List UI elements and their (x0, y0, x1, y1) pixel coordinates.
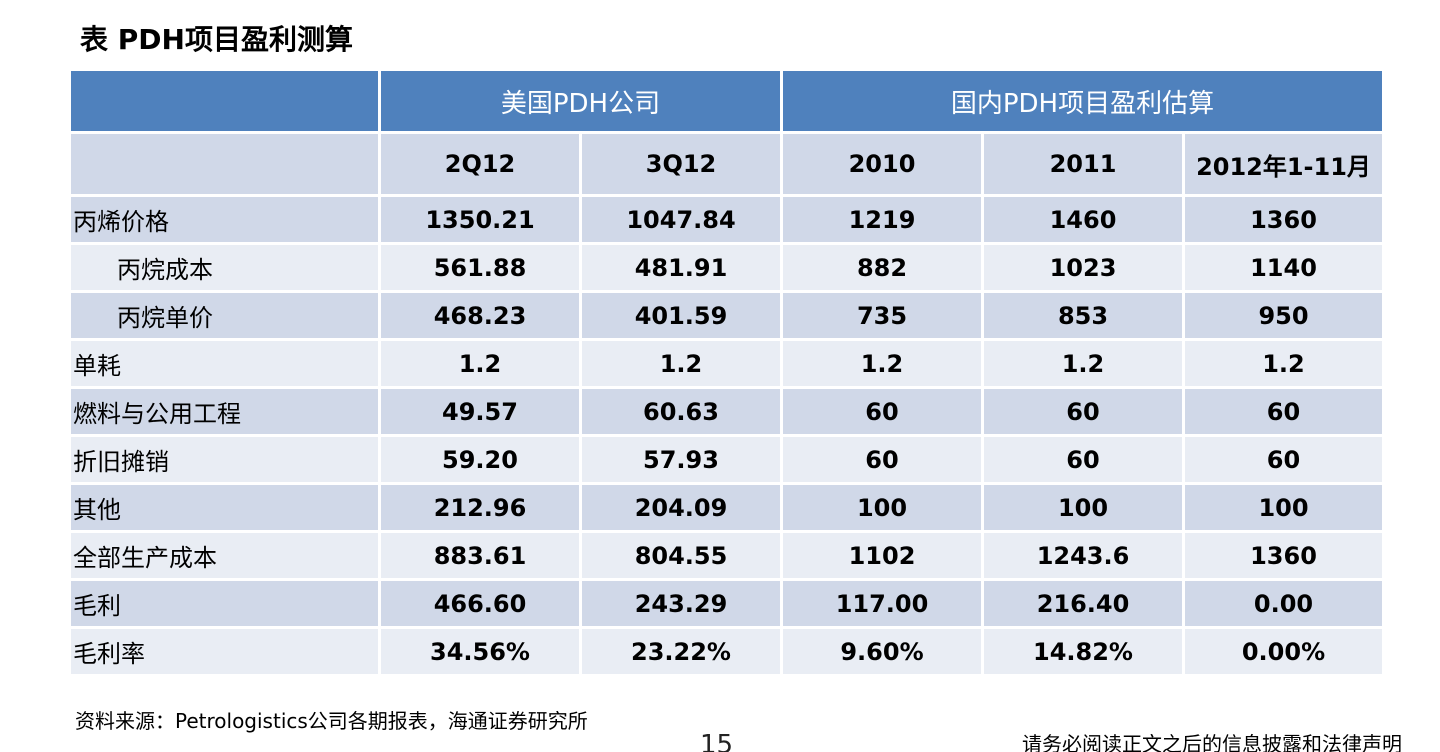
cell: 1360 (1182, 194, 1385, 245)
cell: 60 (780, 386, 984, 437)
row-label: 丙烯价格 (68, 194, 381, 245)
row-label: 其他 (68, 482, 381, 533)
cell: 1.2 (1182, 338, 1385, 389)
cell: 1102 (780, 530, 984, 581)
cell: 60 (1182, 386, 1385, 437)
group-header: 国内PDH项目盈利估算 (780, 68, 1385, 134)
cell: 804.55 (579, 530, 783, 581)
cell: 59.20 (378, 434, 582, 485)
row-label: 毛利 (68, 578, 381, 629)
row-label: 丙烷成本 (68, 242, 381, 293)
cell: 1.2 (981, 338, 1185, 389)
cell: 1460 (981, 194, 1185, 245)
cell: 481.91 (579, 242, 783, 293)
cell: 204.09 (579, 482, 783, 533)
header-cell (68, 68, 381, 134)
column-header: 3Q12 (579, 131, 783, 197)
row-label: 丙烷单价 (68, 290, 381, 341)
cell: 0.00 (1182, 578, 1385, 629)
cell: 1360 (1182, 530, 1385, 581)
cell: 100 (981, 482, 1185, 533)
data-row: 燃料与公用工程 49.57 60.63 60 60 60 (68, 386, 1385, 437)
row-label: 毛利率 (68, 626, 381, 677)
cell: 100 (1182, 482, 1385, 533)
cell: 1219 (780, 194, 984, 245)
cell: 883.61 (378, 530, 582, 581)
group-header-row: 美国PDH公司 国内PDH项目盈利估算 (68, 68, 1385, 134)
data-row: 丙烯价格 1350.21 1047.84 1219 1460 1360 (68, 194, 1385, 245)
cell: 23.22% (579, 626, 783, 677)
data-row: 单耗 1.2 1.2 1.2 1.2 1.2 (68, 338, 1385, 389)
title: 表 PDH项目盈利测算 (80, 23, 353, 56)
cell: 1350.21 (378, 194, 582, 245)
cell: 57.93 (579, 434, 783, 485)
column-header-row: 2Q12 3Q12 2010 2011 2012年1-11月 (68, 131, 1385, 197)
cell: 60 (981, 434, 1185, 485)
cell: 0.00% (1182, 626, 1385, 677)
column-header: 2010 (780, 131, 984, 197)
cell: 1023 (981, 242, 1185, 293)
cell: 14.82% (981, 626, 1185, 677)
data-row: 丙烷成本 561.88 481.91 882 1023 1140 (68, 242, 1385, 293)
cell: 1.2 (780, 338, 984, 389)
data-row: 毛利率 34.56% 23.22% 9.60% 14.82% 0.00% (68, 626, 1385, 677)
header-cell (68, 131, 381, 197)
column-header: 2Q12 (378, 131, 582, 197)
cell: 401.59 (579, 290, 783, 341)
data-row: 全部生产成本 883.61 804.55 1102 1243.6 1360 (68, 530, 1385, 581)
cell: 1.2 (579, 338, 783, 389)
cell: 468.23 (378, 290, 582, 341)
cell: 882 (780, 242, 984, 293)
cell: 49.57 (378, 386, 582, 437)
cell: 735 (780, 290, 984, 341)
cell: 100 (780, 482, 984, 533)
data-row: 丙烷单价 468.23 401.59 735 853 950 (68, 290, 1385, 341)
cell: 9.60% (780, 626, 984, 677)
cell: 60 (981, 386, 1185, 437)
cell: 1140 (1182, 242, 1385, 293)
disclaimer: 请务必阅读正文之后的信息披露和法律声明 (1022, 732, 1402, 752)
cell: 216.40 (981, 578, 1185, 629)
data-row: 毛利 466.60 243.29 117.00 216.40 0.00 (68, 578, 1385, 629)
data-row: 折旧摊销 59.20 57.93 60 60 60 (68, 434, 1385, 485)
table: 美国PDH公司 国内PDH项目盈利估算 2Q12 3Q12 2010 2011 2012年1… (68, 68, 1385, 677)
row-label: 折旧摊销 (68, 434, 381, 485)
row-label: 全部生产成本 (68, 530, 381, 581)
row-label: 单耗 (68, 338, 381, 389)
cell: 1047.84 (579, 194, 783, 245)
cell: 561.88 (378, 242, 582, 293)
cell: 466.60 (378, 578, 582, 629)
source-note: 资料来源：Petrologistics公司各期报表，海通证券研究所 (75, 709, 588, 733)
row-label: 燃料与公用工程 (68, 386, 381, 437)
group-header: 美国PDH公司 (378, 68, 783, 134)
cell: 212.96 (378, 482, 582, 533)
cell: 34.56% (378, 626, 582, 677)
cell: 60 (1182, 434, 1385, 485)
cell: 950 (1182, 290, 1385, 341)
cell: 60.63 (579, 386, 783, 437)
cell: 60 (780, 434, 984, 485)
page-number: 15 (700, 730, 734, 752)
cell: 1243.6 (981, 530, 1185, 581)
column-header: 2011 (981, 131, 1185, 197)
data-row: 其他 212.96 204.09 100 100 100 (68, 482, 1385, 533)
cell: 243.29 (579, 578, 783, 629)
cell: 117.00 (780, 578, 984, 629)
column-header: 2012年1-11月 (1182, 131, 1385, 197)
cell: 853 (981, 290, 1185, 341)
cell: 1.2 (378, 338, 582, 389)
